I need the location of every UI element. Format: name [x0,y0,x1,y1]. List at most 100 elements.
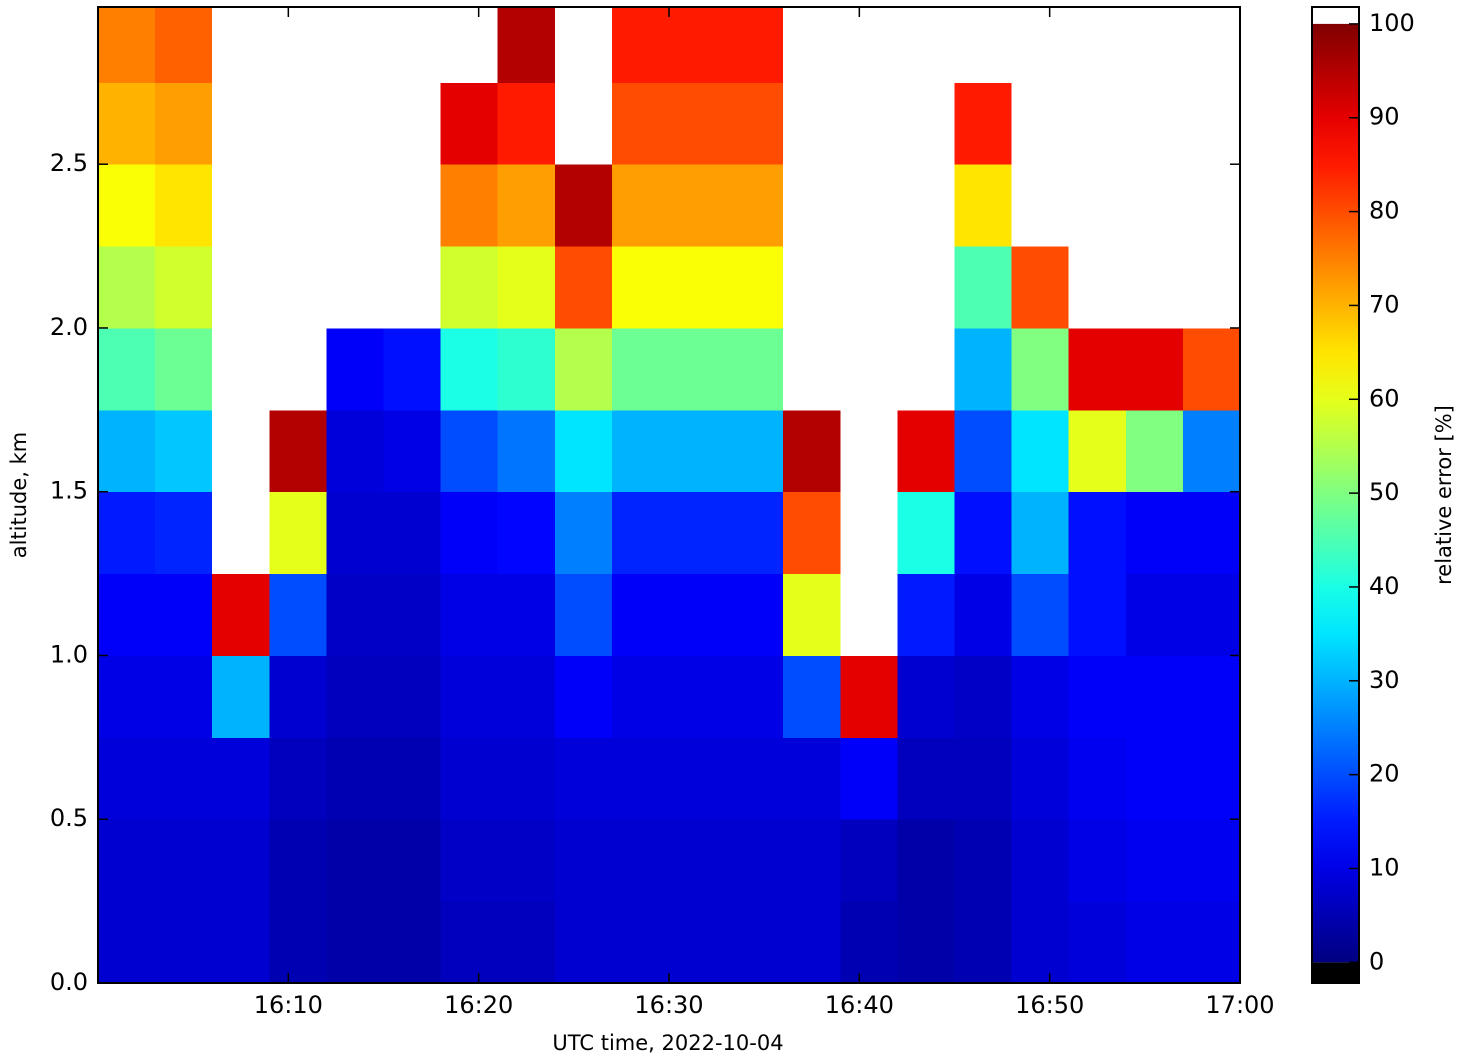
heat-cell [611,737,670,820]
heat-cell [98,819,156,902]
heat-cell [326,327,384,411]
heat-cell [326,491,384,575]
heat-cell [897,819,955,902]
heat-cell [1011,246,1070,329]
heat-cell [155,655,213,738]
heat-cell [783,327,841,411]
heat-cell [1182,737,1240,820]
heat-cell [440,491,499,575]
heat-cell [669,409,727,493]
heat-cell [212,164,270,247]
heat-cell [669,573,727,656]
heat-cell [554,737,613,820]
heat-cell [155,246,213,329]
colorbar-tick-label: 0 [1369,947,1384,975]
heat-cell [269,164,327,247]
heat-cell [440,7,499,83]
heat-cell [1068,82,1127,165]
heat-cell [497,655,556,738]
heat-cell [726,246,784,329]
heat-cell [669,901,727,983]
heat-cell [1011,82,1070,165]
heat-cell [954,409,1013,493]
heat-cell [155,409,213,493]
heat-cell [1125,573,1184,656]
heat-cell [1125,655,1184,738]
heat-cell [611,901,670,983]
heat-cell [1182,573,1240,656]
heat-cell [440,327,499,411]
heat-cell [611,82,670,165]
heat-cell [840,7,898,83]
x-tick-label: 16:10 [254,991,323,1019]
heat-cell [497,7,556,83]
heat-cell [440,655,499,738]
heat-cell [669,819,727,902]
heat-cell [1068,409,1127,493]
heat-cell [669,246,727,329]
heat-cell [269,901,327,983]
heat-cell [1182,164,1240,247]
heat-cell [326,246,384,329]
heat-cell [726,7,784,83]
heat-cell [440,409,499,493]
heat-cell [326,737,384,820]
y-tick-label: 0.0 [50,968,88,996]
heat-cell [497,82,556,165]
heat-cell [212,246,270,329]
heat-cell [1182,655,1240,738]
heat-cell [669,327,727,411]
heat-cell [1125,491,1184,575]
heat-cell [497,819,556,902]
heat-cell [1125,901,1184,983]
heat-cell [840,409,898,493]
heat-cell [554,819,613,902]
heat-cell [954,164,1013,247]
heat-cell [954,655,1013,738]
heat-cell [269,819,327,902]
heat-cell [897,82,955,165]
heat-cell [726,819,784,902]
colorbar-tick-label: 20 [1369,760,1400,788]
heat-cell [726,82,784,165]
heat-cell [497,573,556,656]
heat-cell [669,82,727,165]
heat-cell [1011,164,1070,247]
heat-cell [383,737,442,820]
heat-cell [611,327,670,411]
heat-cell [269,82,327,165]
heat-cell [497,164,556,247]
heat-cell [1068,819,1127,902]
heat-cell [611,246,670,329]
heat-cell [554,327,613,411]
colorbar-tick-label: 100 [1369,9,1415,37]
heat-cell [383,327,442,411]
y-tick-label: 1.5 [50,477,88,505]
heat-cell [840,737,898,820]
heat-cell [840,491,898,575]
x-tick-label: 16:30 [634,991,703,1019]
heat-cell [269,409,327,493]
colorbar-under [1312,962,1359,983]
heat-cell [326,573,384,656]
heat-cell [155,737,213,820]
heat-cell [840,327,898,411]
heat-cell [212,819,270,902]
y-tick-label: 2.0 [50,313,88,341]
heat-cell [98,655,156,738]
heat-cell [611,655,670,738]
heat-cell [269,737,327,820]
heat-cell [1068,737,1127,820]
heat-cell [383,246,442,329]
heat-cell [1125,737,1184,820]
heat-cell [669,7,727,83]
colorbar-tick-label: 30 [1369,666,1400,694]
colorbar-tick-label: 50 [1369,478,1400,506]
heat-cell [554,82,613,165]
heat-cell [954,491,1013,575]
heat-cell [1125,7,1184,83]
heat-cell [897,164,955,247]
y-tick-label: 2.5 [50,149,88,177]
heat-cell [497,246,556,329]
heat-cell [1068,327,1127,411]
